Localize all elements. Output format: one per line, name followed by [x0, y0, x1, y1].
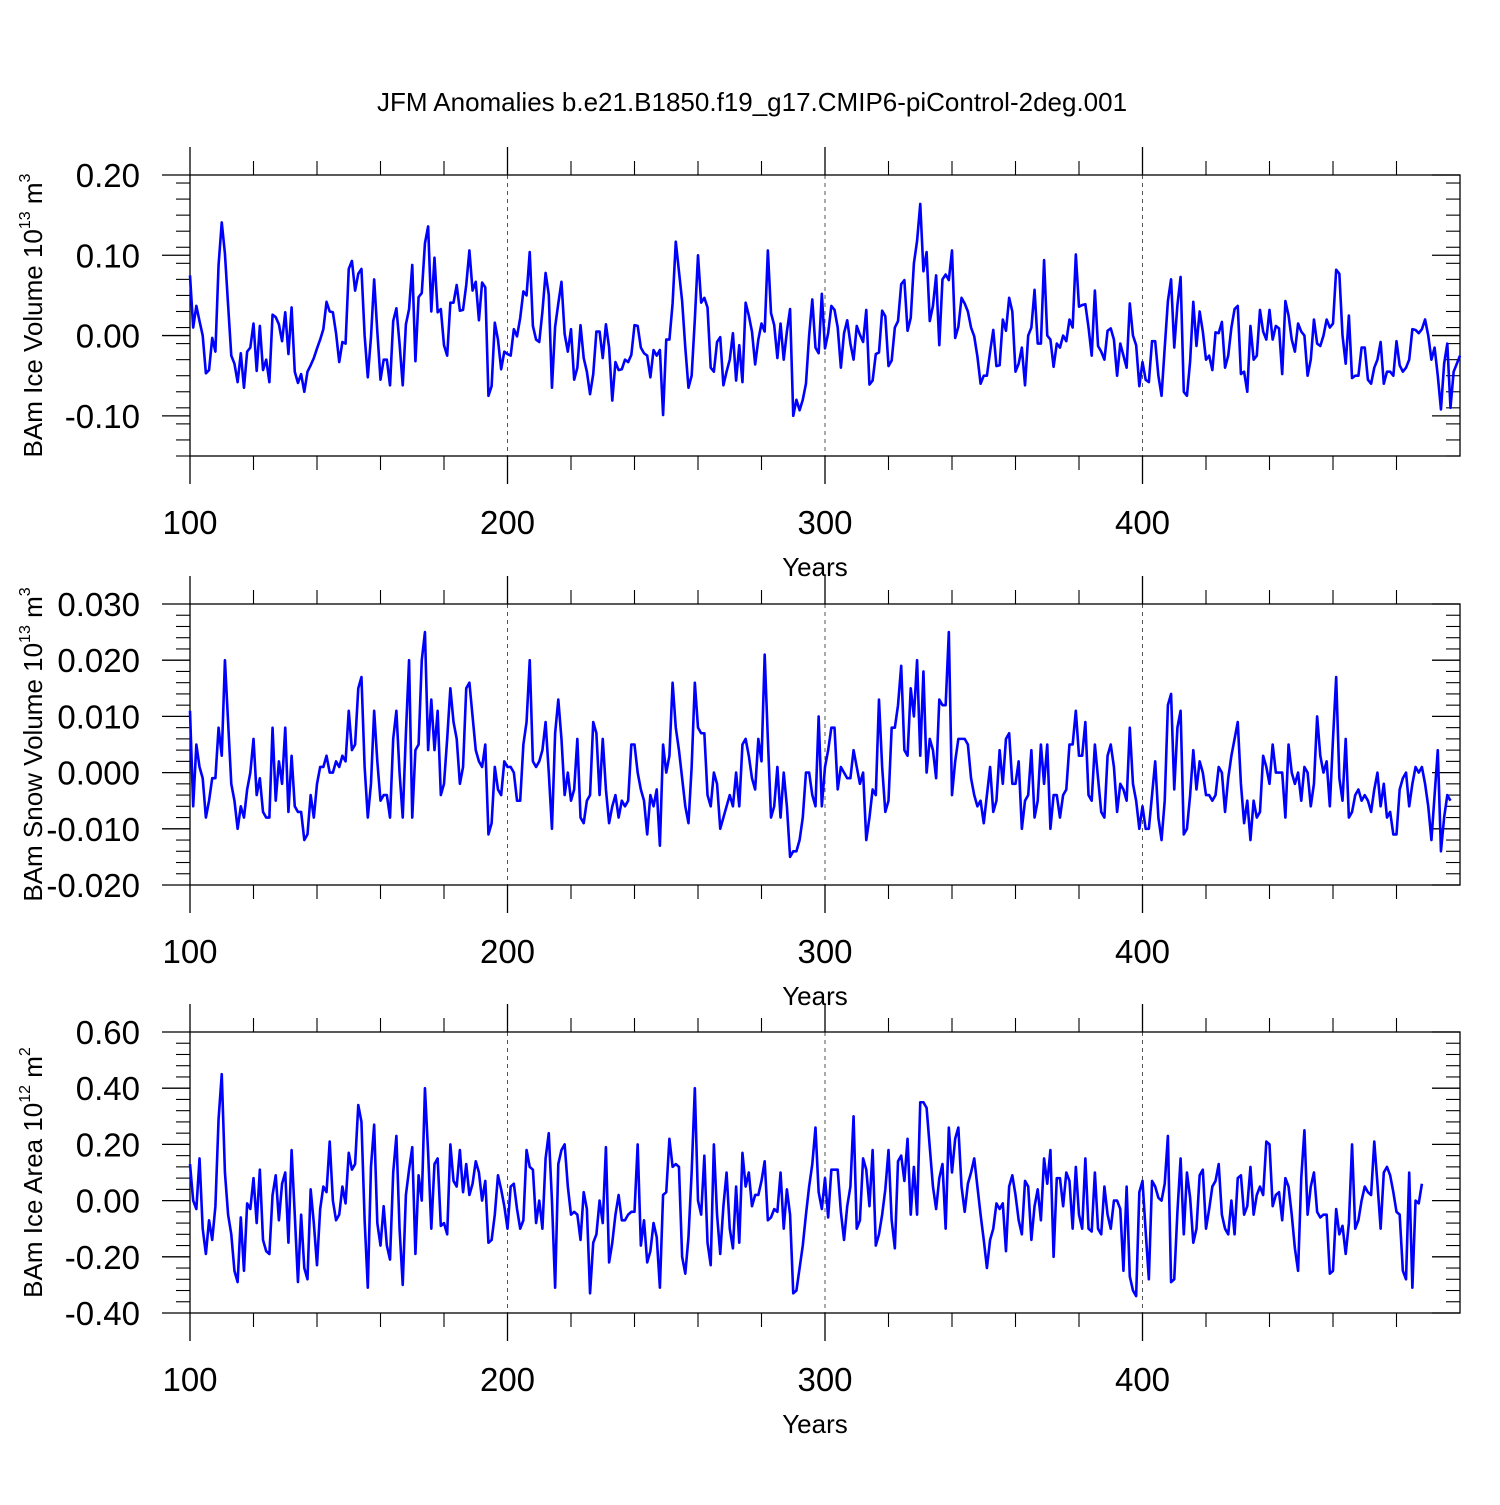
y-tick-label: 0.20	[76, 1126, 140, 1163]
panel-1: 100 200 300 400 0.20 0.10 0.00 -0.10 Years BAm Ic…	[17, 147, 1462, 582]
y-tick-label: 0.00	[76, 318, 140, 355]
y-tick-label: -0.40	[65, 1295, 140, 1332]
y-tick-label: -0.010	[46, 811, 140, 848]
x-tick-label: 300	[797, 933, 852, 970]
y-tick-label: -0.20	[65, 1239, 140, 1276]
x-tick-label: 400	[1115, 504, 1170, 541]
y-tick-label: 0.00	[76, 1183, 140, 1220]
series-line	[188, 630, 1452, 859]
figure-title: JFM Anomalies b.e21.B1850.f19_g17.CMIP6-…	[377, 87, 1127, 117]
x-tick-label: 300	[797, 1361, 852, 1398]
y-axis-label: BAm Ice Area 1012 m2	[17, 1047, 48, 1298]
y-tick-label: 0.010	[57, 698, 140, 735]
x-tick-label: 400	[1115, 933, 1170, 970]
x-tick-label: 100	[162, 1361, 217, 1398]
y-tick-label: 0.10	[76, 237, 140, 274]
x-tick-label: 300	[797, 504, 852, 541]
y-tick-label: 0.60	[76, 1014, 140, 1051]
y-tick-label: 0.000	[57, 755, 140, 792]
x-axis-label: Years	[782, 552, 848, 582]
panel-3: 100 200 300 400 0.60 0.40 0.20 0.00 -0.20 -0.40 Ye…	[17, 1004, 1461, 1439]
y-tick-label: 0.20	[76, 157, 140, 194]
x-axis-label: Years	[782, 981, 848, 1011]
x-tick-label: 200	[480, 504, 535, 541]
x-tick-label: 100	[162, 504, 217, 541]
x-tick-label: 200	[480, 1361, 535, 1398]
y-tick-label: -0.020	[46, 867, 140, 904]
y-tick-label: 0.40	[76, 1070, 140, 1107]
series-line	[188, 1072, 1424, 1298]
y-tick-label: -0.10	[65, 398, 140, 435]
x-tick-label: 100	[162, 933, 217, 970]
series-line	[188, 202, 1462, 418]
x-tick-label: 400	[1115, 1361, 1170, 1398]
x-axis-label: Years	[782, 1409, 848, 1439]
x-tick-label: 200	[480, 933, 535, 970]
panel-2: 100 200 300 400 0.030 0.020 0.010 0.000 -0.010 -0…	[17, 576, 1461, 1011]
y-axis-label: BAm Snow Volume 1013 m3	[17, 587, 48, 901]
y-axis-label: BAm Ice Volume 1013 m3	[17, 173, 48, 457]
y-tick-label: 0.020	[57, 642, 140, 679]
panels: 100 200 300 400 0.20 0.10 0.00 -0.10 Years BAm Ic…	[17, 147, 1462, 1439]
y-tick-label: 0.030	[57, 586, 140, 623]
